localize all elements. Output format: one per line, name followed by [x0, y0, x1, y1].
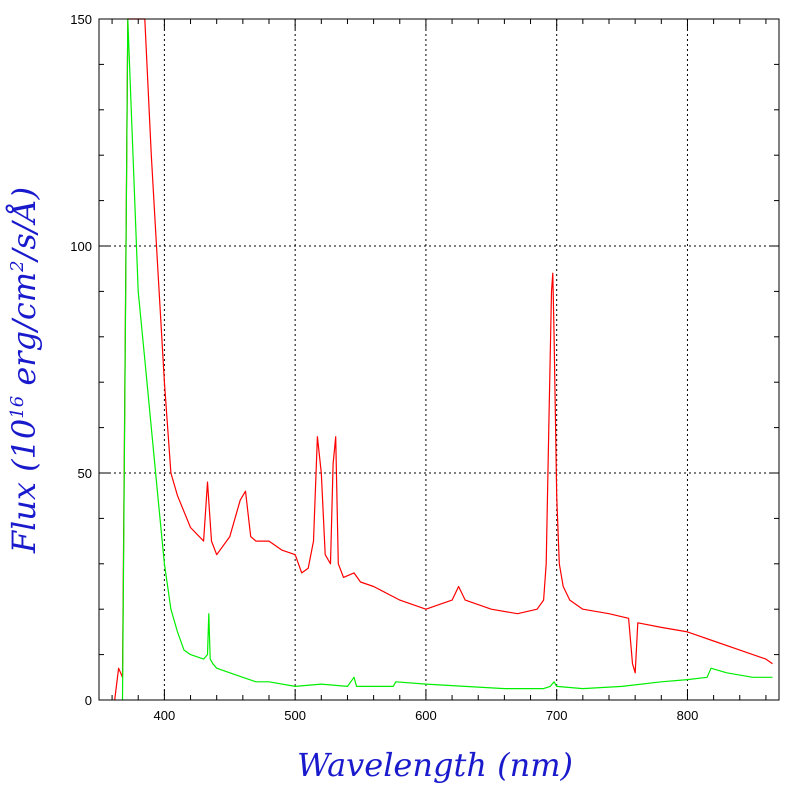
y-axis-title-prefix: Flux (10 [5, 419, 43, 554]
y-tick-label: 100 [70, 239, 92, 254]
x-tick-label: 800 [677, 708, 699, 723]
y-axis-title-exp1: 16 [7, 396, 28, 419]
series-group [114, 18, 773, 701]
x-axis-title: Wavelength (nm) [297, 746, 573, 784]
x-tick-label: 500 [284, 708, 306, 723]
y-axis-title-exp2: 2 [7, 260, 28, 272]
x-tick-label: 600 [415, 708, 437, 723]
series-line-1 [114, 18, 773, 701]
y-tick-label: 150 [70, 12, 92, 27]
series-line-2 [121, 18, 773, 701]
y-axis-title-suffix: /s/Å) [5, 187, 43, 264]
y-tick-label: 0 [85, 693, 92, 708]
x-tick-label: 700 [546, 708, 568, 723]
grid-lines [99, 19, 779, 700]
x-tick-label: 400 [154, 708, 176, 723]
y-axis-title: Flux (1016 erg/cm2/s/Å) [5, 187, 43, 554]
plot-frame [98, 18, 780, 701]
axis-ticks [99, 18, 779, 701]
tick-labels: 400 500 600 700 800 0 50 100 150 [70, 12, 698, 723]
y-axis-title-mid: erg/cm [5, 272, 43, 396]
y-tick-label: 50 [78, 466, 92, 481]
